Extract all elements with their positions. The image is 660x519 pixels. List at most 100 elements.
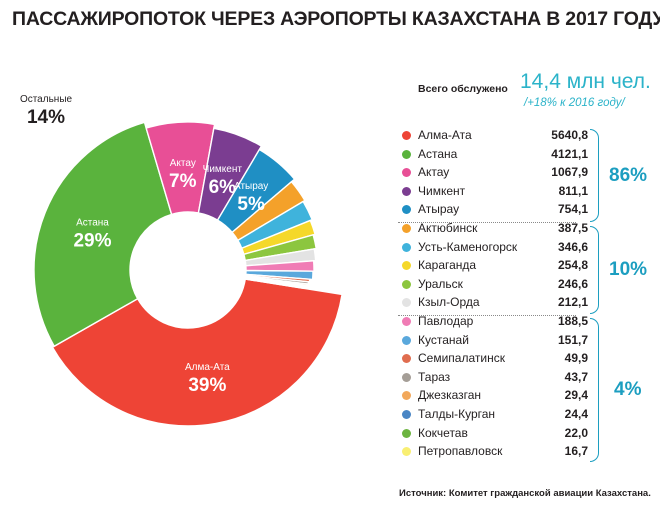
slice-label-percent: 14% bbox=[27, 107, 65, 128]
slice-label-name: Чимкент bbox=[203, 164, 243, 175]
legend-item: Астана 4121,1 bbox=[398, 145, 588, 164]
legend-label: Джезказган bbox=[418, 388, 482, 403]
legend-swatch bbox=[402, 447, 411, 457]
donut-chart: Алма-Ата 39% Астана 29% Актау 7% Чимкент 6%Атыр… bbox=[20, 94, 343, 427]
legend-label: Кустанай bbox=[418, 332, 469, 347]
legend-item: Алма-Ата 5640,8 bbox=[398, 126, 588, 145]
legend-value: 16,7 bbox=[564, 444, 588, 459]
legend-label: Тараз bbox=[418, 369, 451, 384]
group-bracket bbox=[590, 226, 599, 314]
legend-swatch bbox=[402, 168, 411, 178]
legend-item: Караганда 254,8 bbox=[398, 256, 588, 275]
legend-swatch bbox=[402, 205, 411, 215]
slice-label-name: Атырау bbox=[234, 181, 268, 192]
slice-label-1: Алма-Ата 39% bbox=[185, 362, 230, 396]
legend-label: Астана bbox=[418, 146, 458, 161]
group-percent-bottom: 4% bbox=[614, 379, 642, 400]
legend-swatch bbox=[402, 354, 411, 364]
group-percent-top: 86% bbox=[609, 165, 648, 186]
legend-item: Усть-Каменогорск 346,6 bbox=[398, 238, 588, 257]
legend-value: 254,8 bbox=[557, 258, 588, 273]
legend-label: Атырау bbox=[418, 202, 460, 217]
slice-label-percent: 29% bbox=[73, 230, 111, 251]
legend-swatch bbox=[402, 410, 411, 419]
slice-label-percent: 6% bbox=[209, 177, 237, 198]
legend-separator bbox=[398, 222, 576, 223]
legend-item: Актау 1067,9 bbox=[398, 163, 588, 182]
legend-item: Кзыл-Орда 212,1 bbox=[398, 293, 588, 312]
group-percent-middle: 10% bbox=[609, 259, 648, 280]
chart-title: ПАССАЖИРОПОТОК ЧЕРЕЗ АЭРОПОРТЫ КАЗАХСТАН… bbox=[12, 8, 660, 30]
legend-label: Кокчетав bbox=[418, 425, 468, 440]
legend-swatch bbox=[402, 391, 411, 401]
total-value: 14,4 млн чел. bbox=[520, 70, 651, 93]
donut-slice-4 bbox=[197, 127, 263, 222]
legend-label: Актау bbox=[418, 165, 450, 180]
slice-label-name: Астана bbox=[76, 217, 109, 228]
legend-value: 49,9 bbox=[564, 351, 588, 366]
legend-separator bbox=[398, 315, 576, 316]
legend-label: Актюбинск bbox=[418, 221, 478, 235]
legend-item: Актюбинск 387,5 bbox=[398, 219, 588, 238]
legend-item: Уральск 246,6 bbox=[398, 275, 588, 294]
legend-value: 246,6 bbox=[557, 276, 588, 291]
legend-item: Атырау 754,1 bbox=[398, 200, 588, 219]
slice-label-percent: 5% bbox=[237, 194, 265, 215]
legend-value: 188,5 bbox=[557, 314, 588, 328]
slice-label-2: Астана 29% bbox=[73, 217, 111, 251]
legend-swatch bbox=[402, 242, 411, 252]
donut-slice-18 bbox=[244, 277, 305, 290]
donut-slice-1 bbox=[51, 278, 343, 427]
legend-swatch bbox=[402, 279, 411, 289]
slice-label-name: Актау bbox=[170, 158, 196, 169]
legend-value: 5640,8 bbox=[551, 128, 588, 142]
legend-label: Петропавловск bbox=[418, 444, 503, 459]
legend-value: 24,4 bbox=[564, 407, 588, 421]
legend-swatch bbox=[402, 372, 411, 382]
total-note: /+18% к 2016 году/ bbox=[524, 97, 625, 109]
group-bracket bbox=[590, 318, 599, 462]
legend-swatch bbox=[402, 317, 411, 326]
legend-swatch bbox=[402, 298, 411, 308]
legend-swatch bbox=[402, 186, 411, 196]
donut-slice-3 bbox=[145, 121, 216, 216]
slice-label-3: Актау 7% bbox=[169, 158, 197, 192]
slice-label-name: Алма-Ата bbox=[185, 362, 230, 373]
slice-label-5: Атырау 5% bbox=[234, 181, 268, 215]
legend-swatch bbox=[402, 261, 411, 271]
legend-swatch bbox=[402, 131, 411, 140]
total-label: Всего обслужено bbox=[418, 83, 508, 95]
slice-label-name: Остальные bbox=[20, 94, 73, 105]
legend-swatch bbox=[402, 335, 411, 345]
legend-swatch bbox=[402, 149, 411, 159]
slice-labels: Алма-Ата 39% Астана 29% Актау 7% Чимкент 6%Атыр… bbox=[20, 94, 268, 396]
legend-value: 29,4 bbox=[564, 388, 588, 403]
legend-label: Кзыл-Орда bbox=[418, 295, 480, 310]
legend-label: Павлодар bbox=[418, 314, 474, 328]
legend-item: Кокчетав 22,0 bbox=[398, 424, 588, 443]
legend-item: Петропавловск 16,7 bbox=[398, 442, 588, 461]
legend-label: Уральск bbox=[418, 276, 463, 291]
slice-label-percent: 39% bbox=[188, 375, 226, 396]
slice-label-percent: 7% bbox=[169, 171, 197, 192]
legend-label: Чимкент bbox=[418, 183, 466, 198]
legend-item: Семипалатинск 49,9 bbox=[398, 349, 588, 368]
legend-label: Усть-Каменогорск bbox=[418, 239, 518, 254]
legend-label: Алма-Ата bbox=[418, 128, 472, 142]
legend-label: Караганда bbox=[418, 258, 477, 273]
legend-value: 212,1 bbox=[557, 295, 588, 310]
slice-label-6: Остальные 14% bbox=[20, 94, 73, 128]
legend-item: Кустанай 151,7 bbox=[398, 331, 588, 350]
group-bracket bbox=[590, 129, 599, 222]
legend-value: 754,1 bbox=[557, 202, 588, 217]
legend-value: 151,7 bbox=[557, 332, 588, 347]
legend-value: 1067,9 bbox=[551, 165, 588, 180]
legend-item: Тараз 43,7 bbox=[398, 368, 588, 387]
slice-label-4: Чимкент 6% bbox=[203, 164, 243, 198]
legend-swatch bbox=[402, 428, 411, 438]
legend-swatch bbox=[402, 224, 411, 233]
legend-label: Семипалатинск bbox=[418, 351, 505, 366]
legend-value: 4121,1 bbox=[551, 146, 588, 161]
source-note: Источник: Комитет гражданской авиации Ка… bbox=[399, 488, 651, 499]
legend-item: Чимкент 811,1 bbox=[398, 182, 588, 201]
